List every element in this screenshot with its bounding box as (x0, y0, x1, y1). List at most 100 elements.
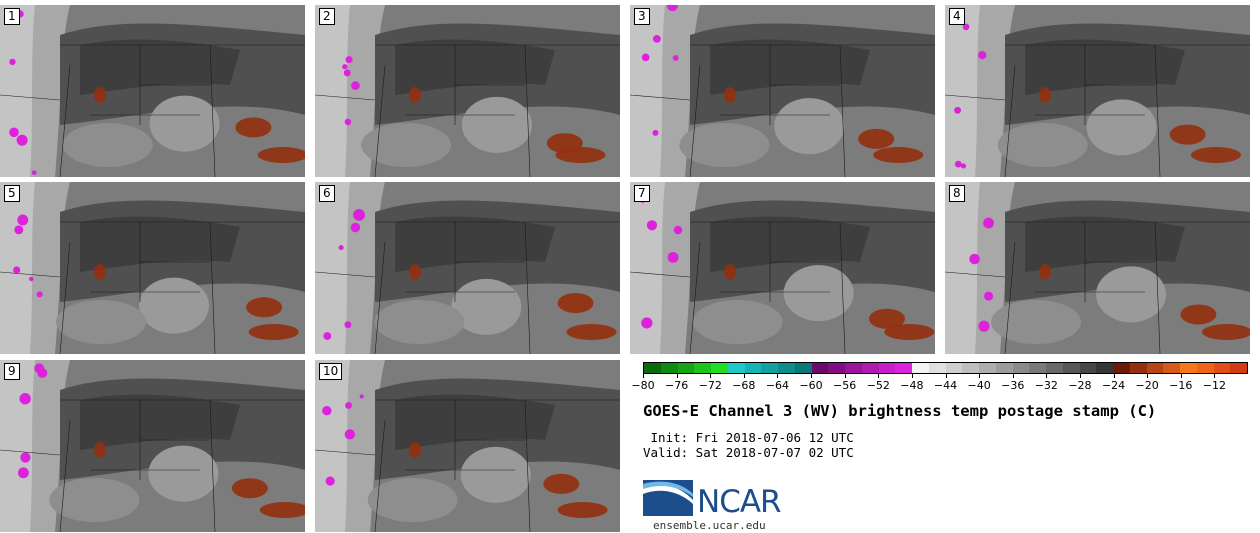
colorbar-tick-label: −28 (1068, 379, 1092, 392)
colorbar-swatch (1062, 363, 1080, 373)
map-panel-4: 4 (945, 5, 1250, 177)
wv-imagery (945, 182, 1250, 354)
colorbar-tick-label: −32 (1034, 379, 1058, 392)
wv-imagery (945, 5, 1250, 177)
colorbar-swatch (1230, 363, 1247, 373)
colorbar-swatch (1079, 363, 1097, 373)
colorbar-tick-label: −24 (1101, 379, 1126, 392)
colorbar-tick-label: −44 (933, 379, 958, 392)
wv-imagery (315, 5, 620, 177)
panel-number: 5 (4, 185, 20, 202)
ncar-logo-icon (643, 480, 693, 516)
colorbar-tick-label: −60 (799, 379, 823, 392)
panel-number: 2 (319, 8, 335, 25)
panel-number: 7 (634, 185, 650, 202)
colorbar-swatch (895, 363, 912, 373)
colorbar-tick-label: −20 (1135, 379, 1159, 392)
map-panel-2: 2 (315, 5, 620, 177)
colorbar-swatch (744, 363, 762, 373)
colorbar-tick (1113, 374, 1115, 378)
colorbar-tick (1147, 374, 1149, 378)
panel-number: 3 (634, 8, 650, 25)
panel-number: 6 (319, 185, 335, 202)
colorbar-tick-label: −72 (698, 379, 722, 392)
map-panel-7: 7 (630, 182, 935, 354)
colorbar-swatch (828, 363, 845, 373)
colorbar-swatch (660, 363, 678, 373)
wv-imagery (315, 360, 620, 532)
panel-number: 9 (4, 363, 20, 380)
colorbar-tick (844, 374, 846, 378)
panel-number: 10 (319, 363, 343, 380)
colorbar-swatch (928, 363, 946, 373)
colorbar-swatch (878, 363, 896, 373)
colorbar-tick-label: −56 (833, 379, 857, 392)
colorbar (643, 362, 1248, 374)
colorbar-swatch (761, 363, 778, 373)
wv-imagery (0, 360, 305, 532)
colorbar-swatch (711, 363, 728, 373)
wv-imagery (630, 5, 935, 177)
chart-title: GOES-E Channel 3 (WV) brightness temp po… (643, 402, 1157, 420)
colorbar-tick (911, 374, 913, 378)
wv-imagery (0, 182, 305, 354)
colorbar-tick-label: −12 (1202, 379, 1226, 392)
panel-number: 4 (949, 8, 965, 25)
colorbar-tick (1180, 374, 1182, 378)
colorbar-swatch (1012, 363, 1030, 373)
colorbar-tick (979, 374, 981, 378)
colorbar-swatch (1029, 363, 1046, 373)
colorbar-swatch (861, 363, 879, 373)
colorbar-swatch (962, 363, 979, 373)
colorbar-swatch (811, 363, 829, 373)
colorbar-swatch (1046, 363, 1063, 373)
colorbar-swatch (1180, 363, 1197, 373)
colorbar-swatch (845, 363, 862, 373)
colorbar-tick (878, 374, 880, 378)
colorbar-tick-label: −40 (967, 379, 991, 392)
colorbar-swatch (945, 363, 963, 373)
colorbar-swatch (1113, 363, 1130, 373)
valid-time: Valid: Sat 2018-07-07 02 UTC (643, 445, 854, 460)
colorbar-swatch (644, 363, 661, 373)
wv-imagery (630, 182, 935, 354)
colorbar-ticks: −80 −76 −72 −68 −64 −60 −56 −52 −48 −44 −40 −36 −32−… (631, 374, 1248, 394)
colorbar-tick (676, 374, 678, 378)
colorbar-tick (710, 374, 712, 378)
colorbar-tick-label: −80 (631, 379, 655, 392)
site-url: ensemble.ucar.edu (653, 519, 766, 532)
map-panel-8: 8 (945, 182, 1250, 354)
colorbar-tick (743, 374, 745, 378)
colorbar-swatch (1213, 363, 1231, 373)
map-panel-5: 5 (0, 182, 305, 354)
colorbar-tick (643, 374, 644, 378)
panel-number: 1 (4, 8, 20, 25)
colorbar-swatch (778, 363, 795, 373)
colorbar-tick-label: −36 (1001, 379, 1025, 392)
colorbar-tick-label: −48 (900, 379, 924, 392)
colorbar-tick (945, 374, 947, 378)
colorbar-tick (1012, 374, 1014, 378)
colorbar-swatch (727, 363, 745, 373)
colorbar-swatch (1196, 363, 1214, 373)
wv-imagery (0, 5, 305, 177)
colorbar-swatch (979, 363, 996, 373)
colorbar-swatch (694, 363, 711, 373)
map-panel-3: 3 (630, 5, 935, 177)
colorbar-tick (1079, 374, 1081, 378)
logo-text: NCAR (697, 484, 782, 520)
colorbar-tick-label: −76 (665, 379, 689, 392)
colorbar-tick-label: −64 (765, 379, 790, 392)
colorbar-swatch (912, 363, 929, 373)
map-panel-10: 10 (315, 360, 620, 532)
colorbar-tick (1046, 374, 1048, 378)
colorbar-tick (811, 374, 813, 378)
map-panel-9: 9 (0, 360, 305, 532)
colorbar-swatch (1129, 363, 1147, 373)
colorbar-swatch (1096, 363, 1113, 373)
colorbar-tick-label: −16 (1169, 379, 1193, 392)
colorbar-tick-label: −52 (866, 379, 890, 392)
colorbar-tick-label: −68 (732, 379, 756, 392)
init-time: Init: Fri 2018-07-06 12 UTC (643, 430, 854, 445)
colorbar-swatch (677, 363, 695, 373)
